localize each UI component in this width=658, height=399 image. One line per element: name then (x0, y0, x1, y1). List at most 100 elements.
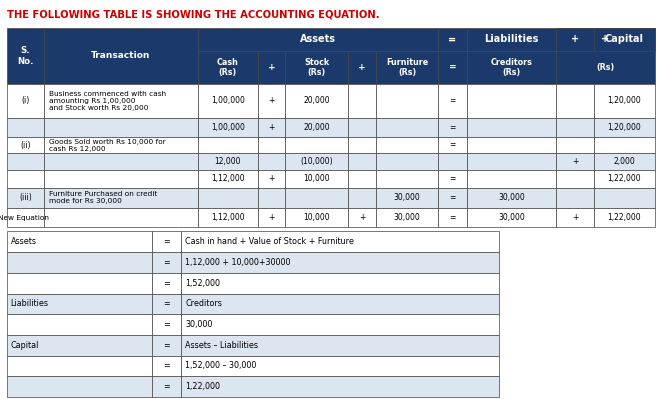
Text: 30,000: 30,000 (498, 213, 525, 222)
Bar (556, 118, 594, 137)
Bar (182, 273, 499, 294)
Bar (182, 314, 499, 335)
Bar (556, 51, 655, 84)
Text: 1,22,000: 1,22,000 (607, 213, 641, 222)
Bar (438, 208, 467, 227)
Bar (376, 153, 438, 170)
Bar (258, 118, 286, 137)
Text: 1,12,000 + 10,000+30000: 1,12,000 + 10,000+30000 (186, 258, 291, 267)
Bar (438, 51, 467, 84)
Text: 10,000: 10,000 (303, 174, 330, 184)
Bar (152, 376, 182, 397)
Bar (44, 84, 198, 118)
Text: =: = (163, 299, 170, 308)
Bar (376, 51, 438, 84)
Bar (467, 51, 556, 84)
Bar (376, 118, 438, 137)
Text: +: + (572, 213, 578, 222)
Bar (438, 118, 467, 137)
Bar (467, 137, 556, 153)
Bar (7, 314, 152, 335)
Text: 1,00,000: 1,00,000 (211, 97, 245, 105)
Text: Creditors
(Rs): Creditors (Rs) (490, 57, 532, 77)
Text: =: = (449, 34, 457, 44)
Bar (258, 84, 286, 118)
Text: 10,000: 10,000 (303, 213, 330, 222)
Text: =: = (449, 194, 456, 202)
Text: Assets – Liabilities: Assets – Liabilities (186, 341, 259, 350)
Bar (286, 208, 348, 227)
Bar (348, 208, 376, 227)
Bar (594, 84, 655, 118)
Text: 30,000: 30,000 (498, 194, 525, 202)
Bar (7, 335, 152, 356)
Bar (258, 137, 286, 153)
Text: 30,000: 30,000 (393, 194, 420, 202)
Text: =: = (163, 320, 170, 329)
Bar (7, 273, 152, 294)
Text: =: = (163, 361, 170, 370)
Bar (467, 28, 556, 51)
Text: =: = (449, 97, 456, 105)
Bar (376, 137, 438, 153)
Bar (286, 118, 348, 137)
Text: =: = (449, 63, 456, 72)
Text: (10,000): (10,000) (301, 157, 333, 166)
Bar (467, 84, 556, 118)
Bar (152, 314, 182, 335)
Text: 1,20,000: 1,20,000 (607, 97, 641, 105)
Bar (198, 84, 258, 118)
Bar (556, 28, 655, 51)
Bar (7, 188, 44, 208)
Text: 1,12,000: 1,12,000 (211, 174, 245, 184)
Bar (594, 170, 655, 188)
Bar (44, 170, 198, 188)
Text: +: + (268, 97, 275, 105)
Bar (467, 118, 556, 137)
Bar (182, 335, 499, 356)
Text: +: + (358, 63, 366, 72)
Bar (286, 84, 348, 118)
Bar (286, 153, 348, 170)
Bar (467, 188, 556, 208)
Bar (198, 28, 438, 51)
Bar (44, 137, 198, 153)
Bar (286, 188, 348, 208)
Bar (7, 356, 152, 376)
Text: Furniture
(Rs): Furniture (Rs) (386, 57, 428, 77)
Text: 20,000: 20,000 (303, 123, 330, 132)
Text: 12,000: 12,000 (215, 157, 241, 166)
Bar (467, 208, 556, 227)
Text: =: = (163, 237, 170, 246)
Bar (348, 170, 376, 188)
Text: Stock
(Rs): Stock (Rs) (304, 57, 330, 77)
Bar (594, 153, 655, 170)
Bar (556, 28, 594, 51)
Bar (258, 188, 286, 208)
Bar (182, 252, 499, 273)
Bar (594, 118, 655, 137)
Bar (198, 208, 258, 227)
Text: Capital: Capital (605, 34, 644, 44)
Bar (286, 137, 348, 153)
Bar (7, 294, 152, 314)
Bar (348, 118, 376, 137)
Text: =: = (449, 213, 456, 222)
Bar (348, 137, 376, 153)
Text: 2,000: 2,000 (613, 157, 635, 166)
Bar (44, 118, 198, 137)
Text: =: = (163, 279, 170, 288)
Text: Business commenced with cash
amounting Rs 1,00,000
and Stock worth Rs 20,000: Business commenced with cash amounting R… (49, 91, 166, 111)
Bar (258, 208, 286, 227)
Bar (198, 118, 258, 137)
Text: 1,22,000: 1,22,000 (607, 174, 641, 184)
Bar (438, 84, 467, 118)
Bar (348, 153, 376, 170)
Bar (467, 170, 556, 188)
Text: 1,20,000: 1,20,000 (607, 123, 641, 132)
Bar (556, 84, 594, 118)
Bar (594, 28, 655, 51)
Bar (7, 252, 152, 273)
Text: +: + (572, 157, 578, 166)
Text: (iii): (iii) (19, 194, 32, 202)
